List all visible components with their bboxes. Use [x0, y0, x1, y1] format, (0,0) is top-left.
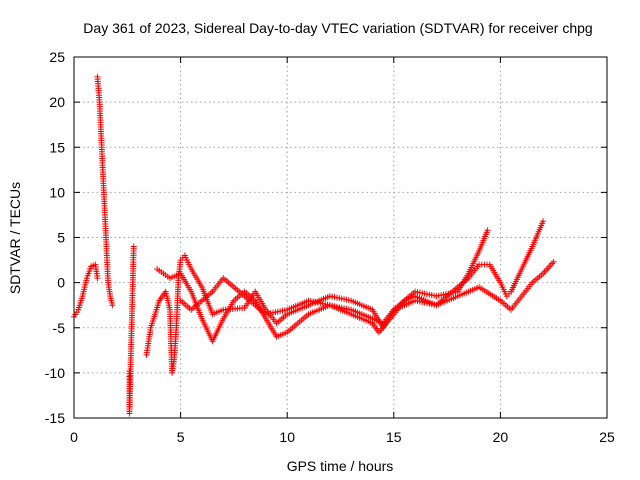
y-tick-label: 20 [49, 94, 65, 110]
y-tick-label: -5 [53, 320, 66, 336]
series-track-2 [94, 73, 116, 309]
grid-layer [74, 57, 607, 418]
chart-title: Day 361 of 2023, Sidereal Day-to-day VTE… [83, 20, 592, 36]
y-tick-label: 5 [57, 230, 65, 246]
tick-layer: 0 5 10 15 20 25 -15 -10 -5 0 5 10 15 20 25 [45, 49, 615, 445]
x-tick-label: 5 [177, 429, 185, 445]
y-tick-label: -15 [45, 410, 65, 426]
series-track-3 [126, 243, 137, 417]
data-layer [71, 73, 557, 417]
x-tick-label: 0 [70, 429, 78, 445]
data-point [109, 302, 116, 309]
x-tick-label: 10 [279, 429, 295, 445]
series-track-6 [177, 258, 557, 336]
y-tick-label: 25 [49, 49, 65, 65]
y-tick-label: 0 [57, 275, 65, 291]
data-point [130, 243, 137, 250]
x-axis-label: GPS time / hours [287, 458, 394, 474]
data-point [94, 275, 101, 282]
y-tick-label: 10 [49, 184, 65, 200]
y-axis-label: SDTVAR / TECUs [7, 182, 23, 294]
data-point [540, 218, 547, 225]
y-tick-label: 15 [49, 139, 65, 155]
y-tick-label: -10 [45, 365, 65, 381]
x-tick-label: 20 [493, 429, 509, 445]
x-tick-label: 25 [599, 429, 615, 445]
data-point [550, 258, 557, 265]
series-track-4 [143, 227, 491, 376]
data-point [484, 227, 491, 234]
x-tick-label: 15 [386, 429, 402, 445]
